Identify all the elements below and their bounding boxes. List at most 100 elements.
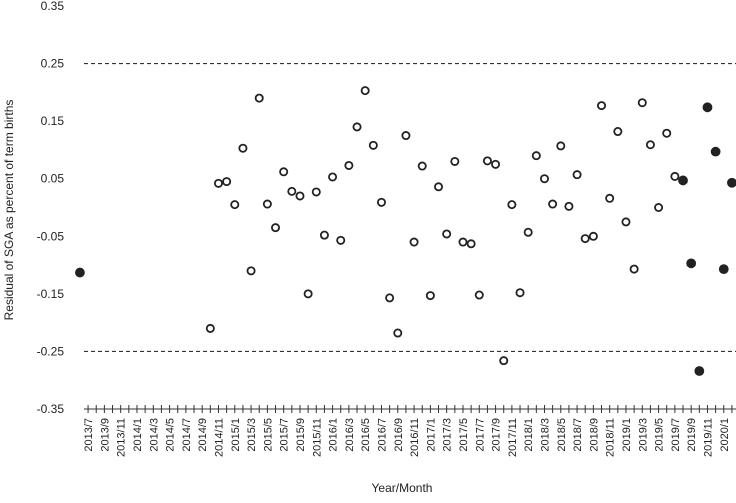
- data-point-open: [401, 131, 411, 141]
- x-tick-label: 2013/9: [99, 418, 111, 452]
- x-tick-label: 2016/1: [328, 418, 340, 452]
- y-tick-label: 0.25: [41, 57, 65, 71]
- x-tick-label: 2013/7: [83, 418, 95, 452]
- data-point-open: [572, 170, 582, 180]
- data-point-open: [213, 178, 223, 188]
- data-point-open: [556, 141, 566, 151]
- data-point-open: [662, 128, 672, 138]
- x-tick-label: 2018/5: [556, 418, 568, 452]
- x-tick-label: 2018/9: [588, 418, 600, 452]
- data-point-open: [670, 171, 680, 181]
- data-point-open: [205, 323, 215, 333]
- y-axis-ticks: 0.35 0.25 0.15 0.05 -0.05 -0.15 -0.25 -0.35: [37, 0, 65, 416]
- data-point-open: [360, 86, 370, 96]
- data-point-open: [621, 217, 631, 227]
- data-point-open: [336, 235, 346, 245]
- data-point-open: [385, 293, 395, 303]
- data-point-open: [474, 290, 484, 300]
- x-axis-ticks: 2013/7 2013/9 2013/11 2014/1 2014/3 2014/5 201…: [83, 405, 733, 457]
- data-point-open: [376, 197, 386, 207]
- data-point-open: [588, 231, 598, 241]
- y-tick-label: -0.35: [37, 402, 65, 416]
- x-tick-label: 2019/1: [621, 418, 633, 452]
- data-point-open: [564, 201, 574, 211]
- data-point-open: [548, 199, 558, 209]
- data-points: [75, 86, 736, 376]
- data-point-open: [507, 200, 517, 210]
- y-tick-label: -0.15: [37, 287, 65, 301]
- data-point-open: [344, 160, 354, 170]
- x-tick-label: 2018/3: [539, 418, 551, 452]
- data-point-open: [271, 223, 281, 233]
- x-tick-label: 2014/11: [213, 418, 225, 457]
- data-point-open: [434, 182, 444, 192]
- data-point-open: [417, 161, 427, 171]
- data-point-open: [645, 140, 655, 150]
- x-tick-label: 2019/5: [654, 418, 666, 452]
- data-point-open: [613, 127, 623, 137]
- y-tick-label: -0.05: [37, 229, 65, 243]
- data-point-open: [491, 159, 501, 169]
- data-point-open: [409, 237, 419, 247]
- x-tick-label: 2018/7: [572, 418, 584, 452]
- data-point-open: [523, 227, 533, 237]
- x-tick-label: 2018/1: [523, 418, 535, 452]
- data-point-open: [303, 289, 313, 299]
- data-point-open: [605, 193, 615, 203]
- x-tick-label: 2017/7: [474, 418, 486, 452]
- y-axis-label: Residual of SGA as percent of term birth…: [2, 100, 16, 321]
- x-tick-label: 2017/3: [442, 418, 454, 452]
- data-point-open: [254, 93, 264, 103]
- x-tick-label: 2014/5: [165, 418, 177, 452]
- x-tick-label: 2015/3: [246, 418, 258, 452]
- data-point-open: [458, 237, 468, 247]
- x-tick-label: 2016/11: [409, 418, 421, 457]
- data-point-open: [295, 191, 305, 201]
- data-point-filled: [75, 267, 85, 278]
- data-point-open: [531, 151, 541, 161]
- x-tick-label: 2014/1: [132, 418, 144, 452]
- data-point-filled: [694, 366, 705, 376]
- x-tick-label: 2017/11: [507, 418, 519, 457]
- x-tick-label: 2017/5: [458, 418, 470, 452]
- x-tick-label: 2019/11: [702, 418, 714, 457]
- reference-lines: [84, 62, 736, 353]
- data-point-open: [597, 101, 607, 111]
- x-tick-label: 2020/1: [719, 418, 731, 452]
- data-point-filled: [678, 175, 688, 186]
- data-point-open: [425, 291, 435, 301]
- x-tick-label: 2014/7: [181, 418, 193, 452]
- data-point-open: [328, 172, 338, 182]
- y-tick-label: 0.15: [41, 114, 65, 128]
- data-point-open: [442, 229, 452, 239]
- x-tick-label: 2014/9: [197, 418, 209, 452]
- y-tick-label: 0.05: [41, 172, 65, 186]
- data-point-filled: [702, 102, 713, 113]
- x-tick-label: 2017/1: [425, 418, 437, 452]
- x-tick-label: 2017/9: [491, 418, 503, 452]
- data-point-open: [499, 356, 509, 366]
- x-tick-label: 2019/7: [670, 418, 682, 452]
- x-tick-label: 2018/11: [605, 418, 617, 457]
- data-point-open: [352, 122, 362, 132]
- data-point-open: [279, 167, 289, 177]
- data-point-open: [580, 234, 590, 244]
- y-tick-label: 0.35: [41, 0, 65, 13]
- data-point-filled: [686, 258, 697, 269]
- x-tick-label: 2015/11: [311, 418, 323, 457]
- data-point-filled: [718, 264, 729, 275]
- data-point-open: [311, 187, 321, 197]
- data-point-open: [262, 199, 272, 209]
- x-tick-label: 2015/7: [279, 418, 291, 452]
- data-point-filled: [727, 177, 736, 188]
- data-point-open: [319, 230, 329, 240]
- x-tick-label: 2016/7: [376, 418, 388, 452]
- x-tick-label: 2016/5: [360, 418, 372, 452]
- data-point-open: [222, 177, 232, 187]
- data-point-open: [466, 239, 476, 249]
- data-point-open: [393, 328, 403, 338]
- data-point-filled: [710, 146, 721, 157]
- x-tick-label: 2015/1: [230, 418, 242, 452]
